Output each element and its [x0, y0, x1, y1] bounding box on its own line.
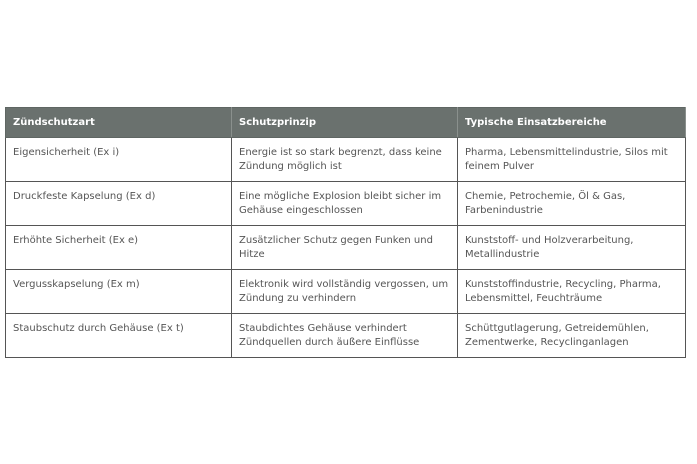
table-cell: Staubdichtes Gehäuse verhindert Zündquel…: [231, 313, 458, 358]
table-cell: Druckfeste Kapselung (Ex d): [5, 181, 232, 226]
table-cell: Schüttgutlagerung, Getreidemühlen, Zemen…: [457, 313, 686, 358]
header-einsatzbereiche: Typische Einsatzbereiche: [457, 107, 686, 138]
table-cell: Kunststoffindustrie, Recycling, Pharma, …: [457, 269, 686, 314]
table-cell: Erhöhte Sicherheit (Ex e): [5, 225, 232, 270]
table-row: Vergusskapselung (Ex m) Elektronik wird …: [5, 269, 686, 314]
table-cell: Kunststoff- und Holzverarbeitung, Metall…: [457, 225, 686, 270]
table-cell: Chemie, Petrochemie, Öl & Gas, Farbenind…: [457, 181, 686, 226]
header-zuendschutzart: Zündschutzart: [5, 107, 232, 138]
ignition-protection-table: Zündschutzart Schutzprinzip Typische Ein…: [5, 107, 686, 358]
header-schutzprinzip: Schutzprinzip: [231, 107, 458, 138]
table-row: Druckfeste Kapselung (Ex d) Eine möglich…: [5, 181, 686, 226]
table-cell: Elektronik wird vollständig vergossen, u…: [231, 269, 458, 314]
table-row: Erhöhte Sicherheit (Ex e) Zusätzlicher S…: [5, 225, 686, 270]
table-cell: Vergusskapselung (Ex m): [5, 269, 232, 314]
table-cell: Pharma, Lebensmittelindustrie, Silos mit…: [457, 137, 686, 182]
table-cell: Eine mögliche Explosion bleibt sicher im…: [231, 181, 458, 226]
table-cell: Energie ist so stark begrenzt, dass kein…: [231, 137, 458, 182]
table-row: Eigensicherheit (Ex i) Energie ist so st…: [5, 137, 686, 182]
table-header-row: Zündschutzart Schutzprinzip Typische Ein…: [5, 107, 686, 138]
table-cell: Eigensicherheit (Ex i): [5, 137, 232, 182]
table-cell: Zusätzlicher Schutz gegen Funken und Hit…: [231, 225, 458, 270]
table-cell: Staubschutz durch Gehäuse (Ex t): [5, 313, 232, 358]
table-row: Staubschutz durch Gehäuse (Ex t) Staubdi…: [5, 313, 686, 358]
